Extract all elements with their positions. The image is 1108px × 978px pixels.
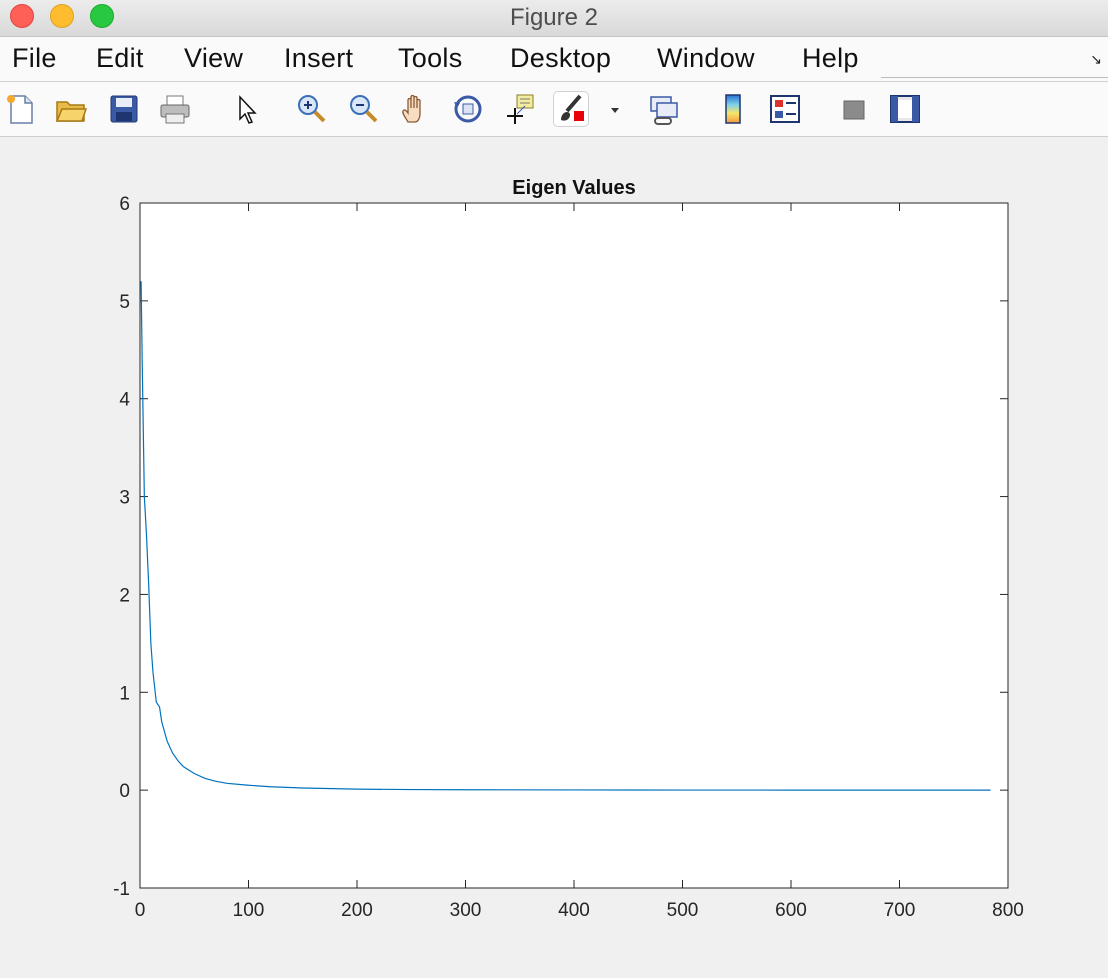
menu-insert[interactable]: Insert (284, 43, 353, 74)
link-plot-icon[interactable] (648, 92, 682, 126)
x-tick-label: 500 (667, 900, 699, 921)
menu-edit[interactable]: Edit (96, 43, 144, 74)
x-tick-label: 600 (775, 900, 807, 921)
toolbar (0, 82, 1108, 137)
menu-window[interactable]: Window (657, 43, 755, 74)
pointer-icon[interactable] (230, 92, 264, 126)
data-cursor-icon[interactable] (503, 92, 537, 126)
open-file-icon[interactable] (54, 92, 88, 126)
colorbar-icon[interactable] (717, 92, 751, 126)
menu-divider (881, 77, 1108, 78)
menu-file[interactable]: File (12, 43, 57, 74)
window-title: Figure 2 (0, 4, 1108, 32)
y-tick-label: 4 (119, 390, 130, 411)
print-icon[interactable] (158, 92, 192, 126)
legend-icon[interactable] (768, 92, 802, 126)
y-tick-label: 2 (119, 585, 130, 606)
menu-view[interactable]: View (184, 43, 243, 74)
y-tick-label: 5 (119, 292, 130, 313)
y-tick-label: 0 (119, 781, 130, 802)
x-tick-label: 700 (884, 900, 916, 921)
y-tick-label: 1 (119, 683, 130, 704)
show-plot-tools-icon[interactable] (888, 92, 922, 126)
menu-bar: File Edit View Insert Tools Desktop Wind… (0, 37, 1108, 82)
zoom-in-icon[interactable] (295, 92, 329, 126)
brush-icon[interactable] (554, 92, 588, 126)
menu-tools[interactable]: Tools (398, 43, 463, 74)
x-tick-label: 400 (558, 900, 590, 921)
new-figure-icon[interactable] (4, 92, 38, 126)
y-tick-label: 6 (119, 194, 130, 215)
x-tick-label: 800 (992, 900, 1024, 921)
axes-background (140, 203, 1008, 888)
menu-help[interactable]: Help (802, 43, 859, 74)
menu-desktop[interactable]: Desktop (510, 43, 611, 74)
y-tick-label: -1 (113, 879, 130, 900)
x-tick-label: 200 (341, 900, 373, 921)
zoom-out-icon[interactable] (347, 92, 381, 126)
rotate-3d-icon[interactable] (451, 92, 485, 126)
x-tick-label: 0 (135, 900, 146, 921)
pan-icon[interactable] (399, 92, 433, 126)
brush-dropdown-icon[interactable] (598, 92, 622, 126)
y-tick-label: 3 (119, 488, 130, 509)
x-tick-label: 300 (450, 900, 482, 921)
save-icon[interactable] (107, 92, 141, 126)
title-bar: Figure 2 (0, 0, 1108, 37)
hide-plot-tools-icon[interactable] (837, 92, 871, 126)
menu-overflow-icon[interactable]: ↘ (1090, 51, 1102, 68)
x-tick-label: 100 (233, 900, 265, 921)
